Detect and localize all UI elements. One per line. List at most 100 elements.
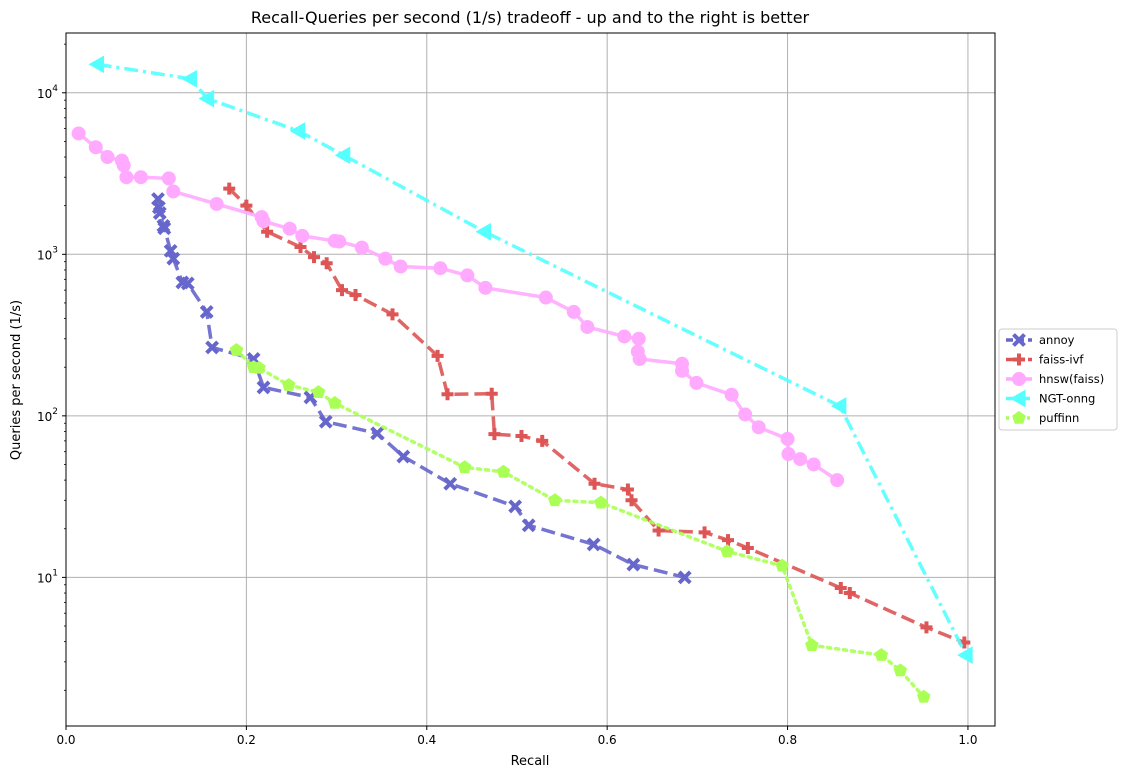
y-tick-label: 103	[37, 245, 58, 262]
data-point	[71, 126, 86, 141]
data-point	[431, 349, 444, 362]
data-point	[460, 268, 475, 283]
data-point	[256, 380, 271, 395]
data-point	[205, 340, 220, 355]
data-point	[88, 140, 103, 155]
data-point	[916, 689, 931, 703]
data-point	[698, 526, 711, 539]
legend-item: annoy	[1006, 333, 1075, 347]
data-point	[370, 426, 385, 441]
data-point	[617, 329, 632, 344]
data-point	[294, 240, 307, 253]
data-point	[689, 375, 704, 390]
data-point	[308, 251, 321, 264]
series-ngt-onng	[88, 55, 973, 665]
data-point	[775, 558, 789, 572]
data-point	[675, 363, 690, 378]
data-point	[354, 240, 369, 255]
data-point	[396, 449, 411, 464]
data-point	[720, 544, 734, 558]
legend-item: faiss-ivf	[1006, 353, 1084, 367]
data-point	[116, 158, 131, 173]
data-point	[521, 518, 536, 533]
x-axis-label: Recall	[511, 754, 550, 769]
data-point	[433, 261, 448, 276]
x-tick-label: 0.8	[778, 733, 797, 747]
data-point	[295, 228, 310, 243]
data-point	[209, 196, 224, 211]
data-point	[378, 251, 393, 266]
x-tick-label: 0.0	[56, 733, 75, 747]
series-layer	[71, 55, 973, 703]
data-point	[180, 276, 195, 291]
data-point	[580, 319, 595, 334]
data-point	[457, 460, 472, 474]
legend-marker	[1009, 389, 1026, 408]
data-point	[722, 534, 735, 547]
data-point	[441, 388, 454, 401]
series-line	[156, 198, 686, 580]
data-point	[538, 290, 553, 305]
data-point	[738, 407, 753, 422]
series-puffinn	[229, 343, 931, 703]
data-point	[780, 431, 795, 446]
data-point	[282, 377, 296, 391]
data-point	[508, 499, 523, 514]
data-point	[724, 387, 739, 402]
data-point	[957, 646, 973, 665]
data-point	[289, 122, 306, 140]
data-point	[485, 387, 498, 400]
data-point	[133, 170, 148, 185]
plot-frame	[65, 32, 996, 727]
data-point	[631, 331, 646, 346]
data-point	[181, 69, 197, 88]
data-point	[349, 288, 362, 301]
data-point	[781, 447, 796, 462]
y-tick-label: 104	[37, 84, 58, 101]
data-point	[677, 570, 692, 585]
legend-item: NGT-onng	[1006, 389, 1095, 408]
series-line	[97, 62, 968, 656]
data-point	[256, 214, 271, 229]
data-point	[488, 428, 501, 441]
data-point	[320, 257, 333, 270]
data-point	[536, 434, 549, 447]
series-annoy	[151, 192, 692, 585]
data-point	[475, 222, 492, 241]
data-point	[393, 259, 408, 274]
data-point	[625, 494, 638, 507]
data-point	[632, 351, 647, 366]
data-point	[443, 476, 458, 491]
legend-item: puffinn	[1006, 410, 1079, 425]
data-point	[161, 171, 176, 186]
data-point	[166, 184, 181, 199]
data-point	[830, 473, 845, 488]
data-point	[920, 621, 933, 634]
series-line	[77, 132, 839, 482]
legend-label: NGT-onng	[1039, 392, 1095, 406]
data-point	[199, 304, 214, 319]
data-point	[588, 477, 601, 490]
data-point	[834, 581, 847, 594]
data-point	[334, 146, 351, 165]
y-tick-label: 101	[37, 568, 58, 585]
data-point	[586, 537, 601, 552]
data-point	[240, 199, 253, 212]
data-point	[515, 430, 528, 443]
legend-box	[998, 328, 1118, 431]
series-hnsw-faiss-	[71, 126, 845, 488]
legend-marker	[1012, 410, 1026, 424]
data-point	[332, 234, 347, 249]
data-point	[626, 557, 641, 572]
data-point	[229, 343, 244, 356]
data-point	[318, 414, 333, 429]
series-line	[234, 348, 926, 699]
data-point	[478, 280, 493, 295]
data-point	[223, 182, 236, 195]
data-point	[261, 225, 274, 238]
data-point	[328, 395, 342, 409]
data-point	[830, 397, 847, 415]
legend: annoy faiss-ivf hnsw(faiss) NGT-onng puffinn	[998, 328, 1118, 431]
data-point	[594, 495, 608, 509]
